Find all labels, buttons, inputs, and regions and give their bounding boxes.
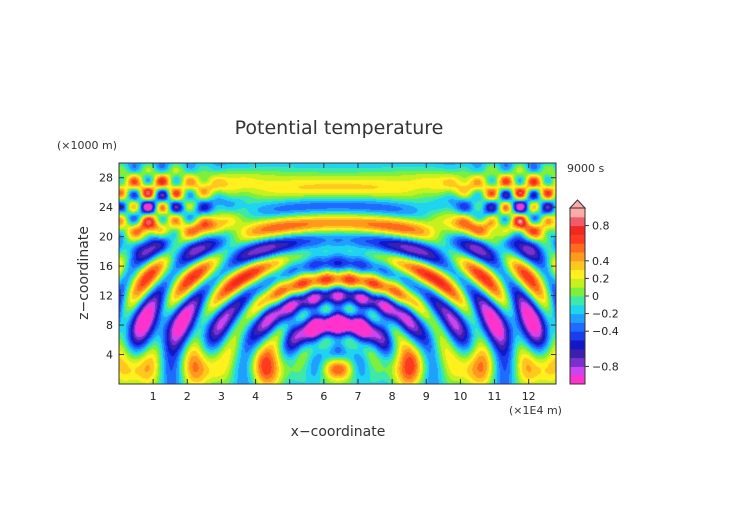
colorbar-cell xyxy=(570,216,585,227)
colorbar-cell xyxy=(570,234,585,244)
x-tick-label: 4 xyxy=(252,390,259,403)
colorbar-tick-label: 0.4 xyxy=(592,255,610,268)
colorbar-cell xyxy=(570,225,585,235)
colorbar: 0.8 0.4 0.2 0 −0.2 −0.4 −0.8 xyxy=(568,199,619,385)
x-tick-label: 8 xyxy=(389,390,396,403)
heatmap-field xyxy=(119,163,556,384)
colorbar-cell xyxy=(570,208,585,218)
x-axis-unit: (×1E4 m) xyxy=(509,404,562,417)
colorbar-cell xyxy=(570,348,585,359)
x-tick-label: 7 xyxy=(354,390,361,403)
x-tick-label: 10 xyxy=(453,390,467,403)
colorbar-cells xyxy=(570,208,585,385)
x-tick-label: 3 xyxy=(218,390,225,403)
x-tick-label: 6 xyxy=(320,390,327,403)
colorbar-tick-label: −0.2 xyxy=(592,308,619,321)
x-tick-label: 5 xyxy=(286,390,293,403)
x-tick-label: 2 xyxy=(184,390,191,403)
colorbar-ticks: 0.8 0.4 0.2 0 −0.2 −0.4 −0.8 xyxy=(585,220,619,373)
y-tick-label: 8 xyxy=(106,319,113,332)
y-tick-label: 20 xyxy=(99,231,113,244)
y-axis-unit: (×1000 m) xyxy=(57,139,117,152)
time-label: 9000 s xyxy=(567,162,604,175)
plot-frame xyxy=(118,162,557,385)
x-axis-ticks: 1 2 3 4 5 6 7 8 9 10 11 12 xyxy=(150,163,536,403)
y-tick-label: 24 xyxy=(99,201,113,214)
colorbar-cell xyxy=(570,269,585,279)
colorbar-cell xyxy=(570,296,585,306)
colorbar-cell xyxy=(570,287,585,297)
y-tick-label: 16 xyxy=(99,260,113,273)
colorbar-cell xyxy=(570,304,585,315)
colorbar-tick-label: 0.8 xyxy=(592,220,610,233)
colorbar-cell xyxy=(570,357,585,367)
y-tick-label: 12 xyxy=(99,290,113,303)
colorbar-cell xyxy=(570,313,585,323)
x-axis-label: x−coordinate xyxy=(291,424,386,440)
colorbar-cell xyxy=(570,331,585,341)
colorbar-cell xyxy=(570,243,585,253)
x-tick-label: 11 xyxy=(488,390,502,403)
colorbar-max-arrow xyxy=(568,199,587,209)
colorbar-cell xyxy=(570,375,585,385)
colorbar-cell xyxy=(570,260,585,271)
colorbar-tick-label: 0.2 xyxy=(592,272,610,285)
colorbar-cell xyxy=(570,322,585,332)
x-tick-label: 12 xyxy=(522,390,536,403)
colorbar-tick-label: −0.4 xyxy=(592,325,619,338)
y-axis-ticks: 4 8 12 16 20 24 28 xyxy=(99,172,556,362)
colorbar-tick-label: 0 xyxy=(592,290,599,303)
colorbar-cell xyxy=(570,252,585,262)
x-tick-label: 9 xyxy=(423,390,430,403)
y-tick-label: 28 xyxy=(99,172,113,185)
y-axis-label: z−coordinate xyxy=(76,226,92,320)
colorbar-cell xyxy=(570,366,585,376)
chart-title: Potential temperature xyxy=(235,117,444,139)
y-tick-label: 4 xyxy=(106,349,113,362)
colorbar-cell xyxy=(570,340,585,350)
x-tick-label: 1 xyxy=(150,390,157,403)
colorbar-cell xyxy=(570,278,585,288)
colorbar-tick-label: −0.8 xyxy=(592,360,619,373)
